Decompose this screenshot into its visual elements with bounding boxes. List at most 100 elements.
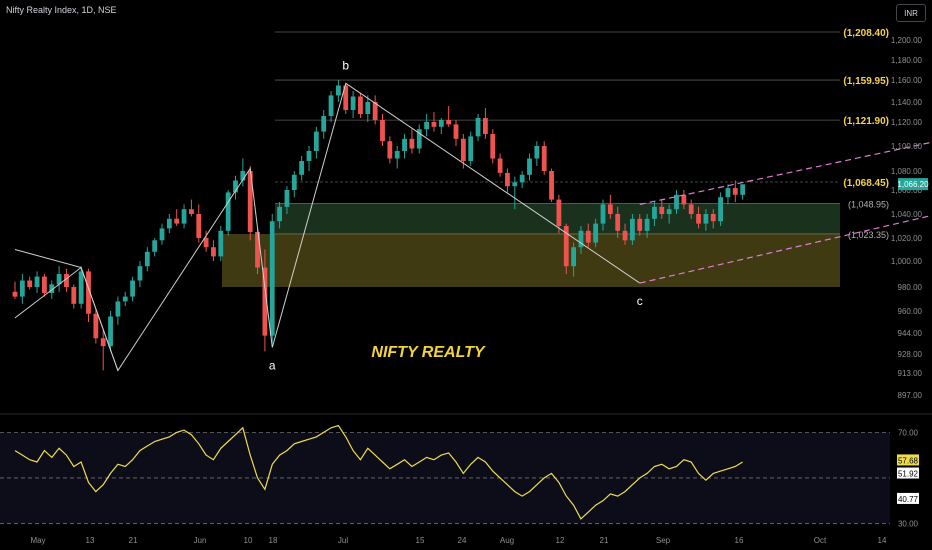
annotation-text: NIFTY REALTY <box>371 344 486 361</box>
candle-body-74 <box>556 199 562 226</box>
candle-body-97 <box>725 188 731 198</box>
candle-body-86 <box>644 218 650 231</box>
candle-body-56 <box>424 122 429 130</box>
candle-body-69 <box>519 174 525 183</box>
y-tick-label-12: 960.00 <box>898 307 923 316</box>
candle-body-75 <box>563 226 569 267</box>
candle-body-42 <box>321 116 327 132</box>
y-tick-label-0: 1,200.00 <box>891 36 923 45</box>
candle-body-48 <box>365 102 371 114</box>
y-tick-label-3: 1,140.00 <box>891 98 923 107</box>
candle-body-66 <box>497 158 503 173</box>
y-tick-label-10: 1,000.00 <box>891 257 923 266</box>
x-tick-label-1: 13 <box>86 536 95 545</box>
y-tick-label-4: 1,120.00 <box>891 118 923 127</box>
candle-body-71 <box>534 146 540 159</box>
x-tick-label-7: 15 <box>416 536 425 545</box>
candle-body-44 <box>336 85 341 96</box>
x-tick-label-13: 16 <box>735 536 744 545</box>
candle-body-93 <box>696 214 701 224</box>
candle-body-67 <box>505 172 510 187</box>
x-tick-label-15: 14 <box>878 536 887 545</box>
x-tick-label-5: 18 <box>269 536 278 545</box>
zone-yellow <box>275 233 840 287</box>
x-tick-label-10: 12 <box>556 536 565 545</box>
x-tick-label-8: 24 <box>458 536 467 545</box>
candle-body-50 <box>380 120 385 142</box>
x-tick-label-3: Jun <box>194 536 207 545</box>
y-tick-label-11: 980.00 <box>898 283 923 292</box>
y-tick-label-2: 1,160.00 <box>891 76 923 85</box>
level-label-1: (1,159.95) <box>843 76 889 87</box>
y-tick-label-6: 1,080.00 <box>891 167 923 176</box>
rsi-badge-1 <box>897 467 919 479</box>
rsi-badge-text-2: 40.77 <box>898 495 919 504</box>
level-label-0: (1,208.40) <box>843 28 889 39</box>
candle-body-16 <box>130 280 135 297</box>
candle-body-52 <box>394 151 400 159</box>
candle-body-84 <box>630 218 635 241</box>
y-tick-label-7: 1,060.00 <box>891 186 923 195</box>
level-label-3: (1,068.45) <box>843 178 889 189</box>
candle-body-22 <box>174 218 180 224</box>
candle-body-31 <box>240 171 246 181</box>
y-tick-label-8: 1,040.00 <box>891 210 923 219</box>
channel-upper <box>639 141 932 205</box>
candle-body-37 <box>284 190 290 207</box>
minor-level-label-0: (1,048.95) <box>848 199 889 209</box>
currency-button[interactable]: INR <box>896 4 926 22</box>
candle-body-13 <box>108 316 113 347</box>
rsi-tick-label-1: 30.00 <box>898 519 919 528</box>
candle-body-79 <box>593 223 599 243</box>
x-tick-label-0: May <box>30 536 45 545</box>
candle-body-85 <box>637 218 643 231</box>
wave-label-c: c <box>637 294 643 308</box>
candle-body-78 <box>585 230 591 243</box>
wave-label-b: b <box>342 58 349 72</box>
candle-body-34 <box>262 267 268 336</box>
candle-body-58 <box>438 120 444 127</box>
candle-body-92 <box>688 204 694 214</box>
candle-body-43 <box>328 95 334 116</box>
x-tick-label-6: Jul <box>338 536 348 545</box>
x-tick-label-12: Sep <box>656 536 671 545</box>
candle-body-14 <box>115 301 121 317</box>
candle-body-81 <box>607 204 613 214</box>
candle-body-29 <box>225 192 231 231</box>
y-tick-label-5: 1,100.00 <box>891 142 923 151</box>
rsi-tick-label-0: 70.00 <box>898 428 919 437</box>
candle-body-8 <box>71 287 77 304</box>
minor-level-label-1: (1,023.35) <box>848 230 889 240</box>
candle-body-27 <box>211 247 216 257</box>
candle-body-46 <box>350 96 356 110</box>
candle-body-64 <box>483 118 488 134</box>
y-tick-label-15: 913.00 <box>898 369 923 378</box>
candle-body-28 <box>218 230 224 257</box>
candle-body-25 <box>196 214 202 238</box>
candle-body-9 <box>78 271 84 304</box>
candle-body-94 <box>703 214 709 224</box>
candle-body-23 <box>181 209 187 224</box>
candle-body-40 <box>306 151 312 161</box>
candle-body-61 <box>460 138 466 161</box>
candle-body-49 <box>372 102 378 120</box>
candle-body-99 <box>740 184 746 195</box>
candle-body-21 <box>166 218 172 229</box>
candle-body-1 <box>19 280 25 297</box>
candle-body-89 <box>666 209 672 214</box>
y-tick-label-1: 1,180.00 <box>891 56 923 65</box>
candle-body-82 <box>615 214 621 231</box>
candle-body-60 <box>453 124 459 139</box>
candle-body-77 <box>578 230 584 248</box>
candle-body-33 <box>255 232 260 268</box>
last-price-text: 1,066.20 <box>897 180 929 189</box>
candle-body-83 <box>622 230 628 241</box>
candle-body-91 <box>681 194 687 205</box>
candle-body-3 <box>34 276 40 287</box>
candle-body-39 <box>299 161 305 175</box>
candle-body-54 <box>409 138 415 149</box>
early-wave-path <box>14 266 119 371</box>
candle-body-98 <box>732 188 738 195</box>
candle-body-19 <box>152 240 158 252</box>
